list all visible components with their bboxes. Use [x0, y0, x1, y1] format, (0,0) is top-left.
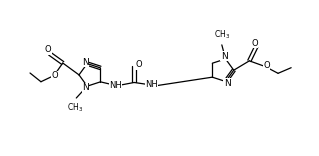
Text: NH: NH: [109, 81, 122, 90]
Text: N: N: [82, 83, 89, 92]
Text: N: N: [224, 78, 231, 88]
Text: O: O: [44, 45, 51, 54]
Text: O: O: [263, 61, 270, 70]
Text: O: O: [251, 39, 258, 48]
Text: O: O: [136, 60, 143, 69]
Text: NH: NH: [145, 80, 158, 90]
Text: O: O: [51, 71, 58, 80]
Text: N: N: [82, 58, 89, 67]
Text: N: N: [221, 52, 227, 61]
Text: CH$_3$: CH$_3$: [67, 102, 83, 114]
Text: CH$_3$: CH$_3$: [214, 29, 230, 41]
